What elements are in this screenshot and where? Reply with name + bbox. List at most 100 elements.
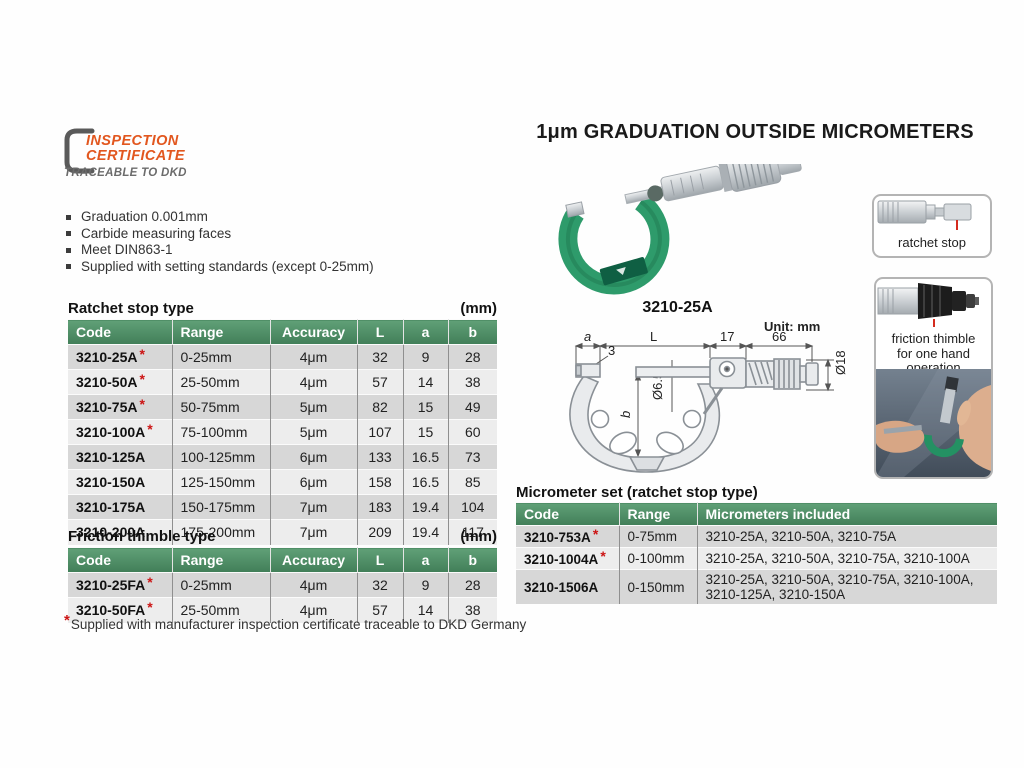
included-cell: 3210-25A, 3210-50A, 3210-75A, 3210-100A [696, 547, 997, 570]
range-cell: 50-75mm [171, 394, 270, 420]
a-cell: 15 [402, 419, 448, 445]
product-caption: 3210-25A [642, 299, 713, 316]
ratchet-section-heading: Ratchet stop type (mm) [68, 300, 497, 317]
feature-item: Meet DIN863-1 [66, 242, 374, 259]
L-cell: 107 [356, 419, 403, 445]
feature-item: Supplied with setting standards (except … [66, 259, 374, 276]
lock-lever [647, 185, 664, 202]
col-L: L [356, 319, 403, 345]
a-cell: 15 [402, 394, 448, 420]
col-range: Range [618, 502, 697, 526]
one-hand-operation-photo [876, 369, 991, 477]
L-cell: 183 [356, 494, 403, 520]
accuracy-cell: 4μm [269, 369, 357, 395]
table-row: 3210-175A 150-175mm 7μm 183 19.4 104 [68, 494, 497, 520]
b-cell: 38 [447, 369, 497, 395]
micrometer-frame [923, 434, 964, 458]
table-row: 3210-1004A * 0-100mm 3210-25A, 3210-50A, … [516, 547, 997, 570]
certificate-star: * [139, 396, 145, 412]
bullet-icon [66, 247, 71, 253]
unit-label: Unit: mm [764, 319, 820, 334]
col-code: Code [68, 319, 172, 345]
product-code: 3210-50FA [76, 602, 146, 619]
col-accuracy: Accuracy [269, 547, 357, 573]
unit-label: (mm) [460, 528, 497, 545]
included-cell: 3210-25A, 3210-50A, 3210-75A, 3210-100A,… [696, 569, 997, 604]
accuracy-cell: 4μm [269, 597, 357, 623]
ratchet-stop-cap [776, 164, 802, 175]
range-cell: 0-150mm [618, 569, 697, 604]
section-title: Micrometer set (ratchet stop type) [516, 484, 758, 501]
anvil [565, 201, 585, 218]
b-cell: 28 [447, 344, 497, 370]
bullet-icon [66, 214, 71, 220]
feature-list: Graduation 0.001mm Carbide measuring fac… [66, 209, 374, 275]
col-code: Code [516, 502, 619, 526]
L-cell: 158 [356, 469, 403, 495]
feature-item: Graduation 0.001mm [66, 209, 374, 226]
col-range: Range [171, 319, 270, 345]
friction-section-heading: Friction thimble type (mm) [68, 528, 497, 545]
certificate-star: * [139, 371, 145, 387]
feature-text: Meet DIN863-1 [81, 242, 173, 257]
L-cell: 209 [356, 519, 403, 545]
logo-tagline: TRACEABLE TO DKD [64, 167, 187, 179]
a-cell: 19.4 [402, 494, 448, 520]
b-cell: 73 [447, 444, 497, 470]
table-row: 3210-753A * 0-75mm 3210-25A, 3210-50A, 32… [516, 525, 997, 548]
range-cell: 125-150mm [171, 469, 270, 495]
footnote: *Supplied with manufacturer inspection c… [64, 612, 526, 633]
a-cell: 9 [402, 344, 448, 370]
product-code: 3210-200A [76, 524, 146, 541]
product-code: 3210-25A [76, 349, 138, 365]
page-title: 1μm GRADUATION OUTSIDE MICROMETERS [536, 121, 974, 143]
feature-text: Supplied with setting standards (except … [81, 258, 374, 274]
product-code: 3210-25FA [76, 577, 146, 593]
micrometer-set-table: Code Range Micrometers included 3210-753… [516, 502, 997, 604]
a-cell: 9 [402, 572, 448, 598]
a-cell: 16.5 [402, 469, 448, 495]
b-cell: 60 [447, 419, 497, 445]
bullet-icon [66, 231, 71, 237]
certificate-star: * [592, 525, 599, 542]
accuracy-cell: 4μm [269, 572, 357, 598]
range-cell: 0-25mm [171, 572, 270, 598]
range-cell: 175-200mm [171, 519, 270, 545]
b-cell: 117 [447, 519, 497, 545]
col-b: b [447, 547, 497, 573]
L-cell: 133 [356, 444, 403, 470]
L-cell: 57 [356, 369, 403, 395]
header-row: Code Range Accuracy L a b [68, 319, 497, 345]
section-title: Friction thimble type [68, 528, 216, 545]
product-code: 3210-753A [524, 529, 591, 545]
range-cell: 0-25mm [171, 344, 270, 370]
header-row: Code Range Accuracy L a b [68, 547, 497, 573]
certificate-star: * [600, 547, 606, 564]
table-row: 3210-75A * 50-75mm 5μm 82 15 49 [68, 394, 497, 420]
range-cell: 25-50mm [171, 369, 270, 395]
table-row: 3210-200A 175-200mm 7μm 209 19.4 117 [68, 519, 497, 545]
frame-drawing [569, 357, 819, 473]
a-cell: 14 [402, 597, 448, 623]
ratchet-stop-label: ratchet stop [898, 235, 966, 250]
b-cell: 38 [447, 597, 497, 623]
certificate-bracket-icon [64, 128, 95, 174]
product-code: 3210-1004A [524, 551, 599, 567]
col-range: Range [171, 547, 270, 573]
friction-thimble-callout-box: friction thimble for one hand operation [874, 277, 993, 479]
dim-b: b [618, 411, 633, 418]
table-row: 3210-50FA * 25-50mm 4μm 57 14 38 [68, 597, 497, 623]
product-code: 3210-125A [76, 449, 146, 465]
a-cell: 14 [402, 369, 448, 395]
ratchet-stop-image [877, 200, 972, 230]
range-cell: 75-100mm [171, 419, 270, 445]
table-row: 3210-100A * 75-100mm 5μm 107 15 60 [68, 419, 497, 445]
certificate-star: * [139, 346, 145, 362]
ratchet-stop-table: Code Range Accuracy L a b 3210-25A * 0-25… [68, 319, 497, 545]
certificate-star: * [147, 574, 153, 590]
product-code: 3210-75A [76, 399, 138, 415]
col-a: a [402, 547, 448, 573]
feature-text: Carbide measuring faces [81, 225, 232, 241]
dim-L: L [650, 329, 657, 344]
